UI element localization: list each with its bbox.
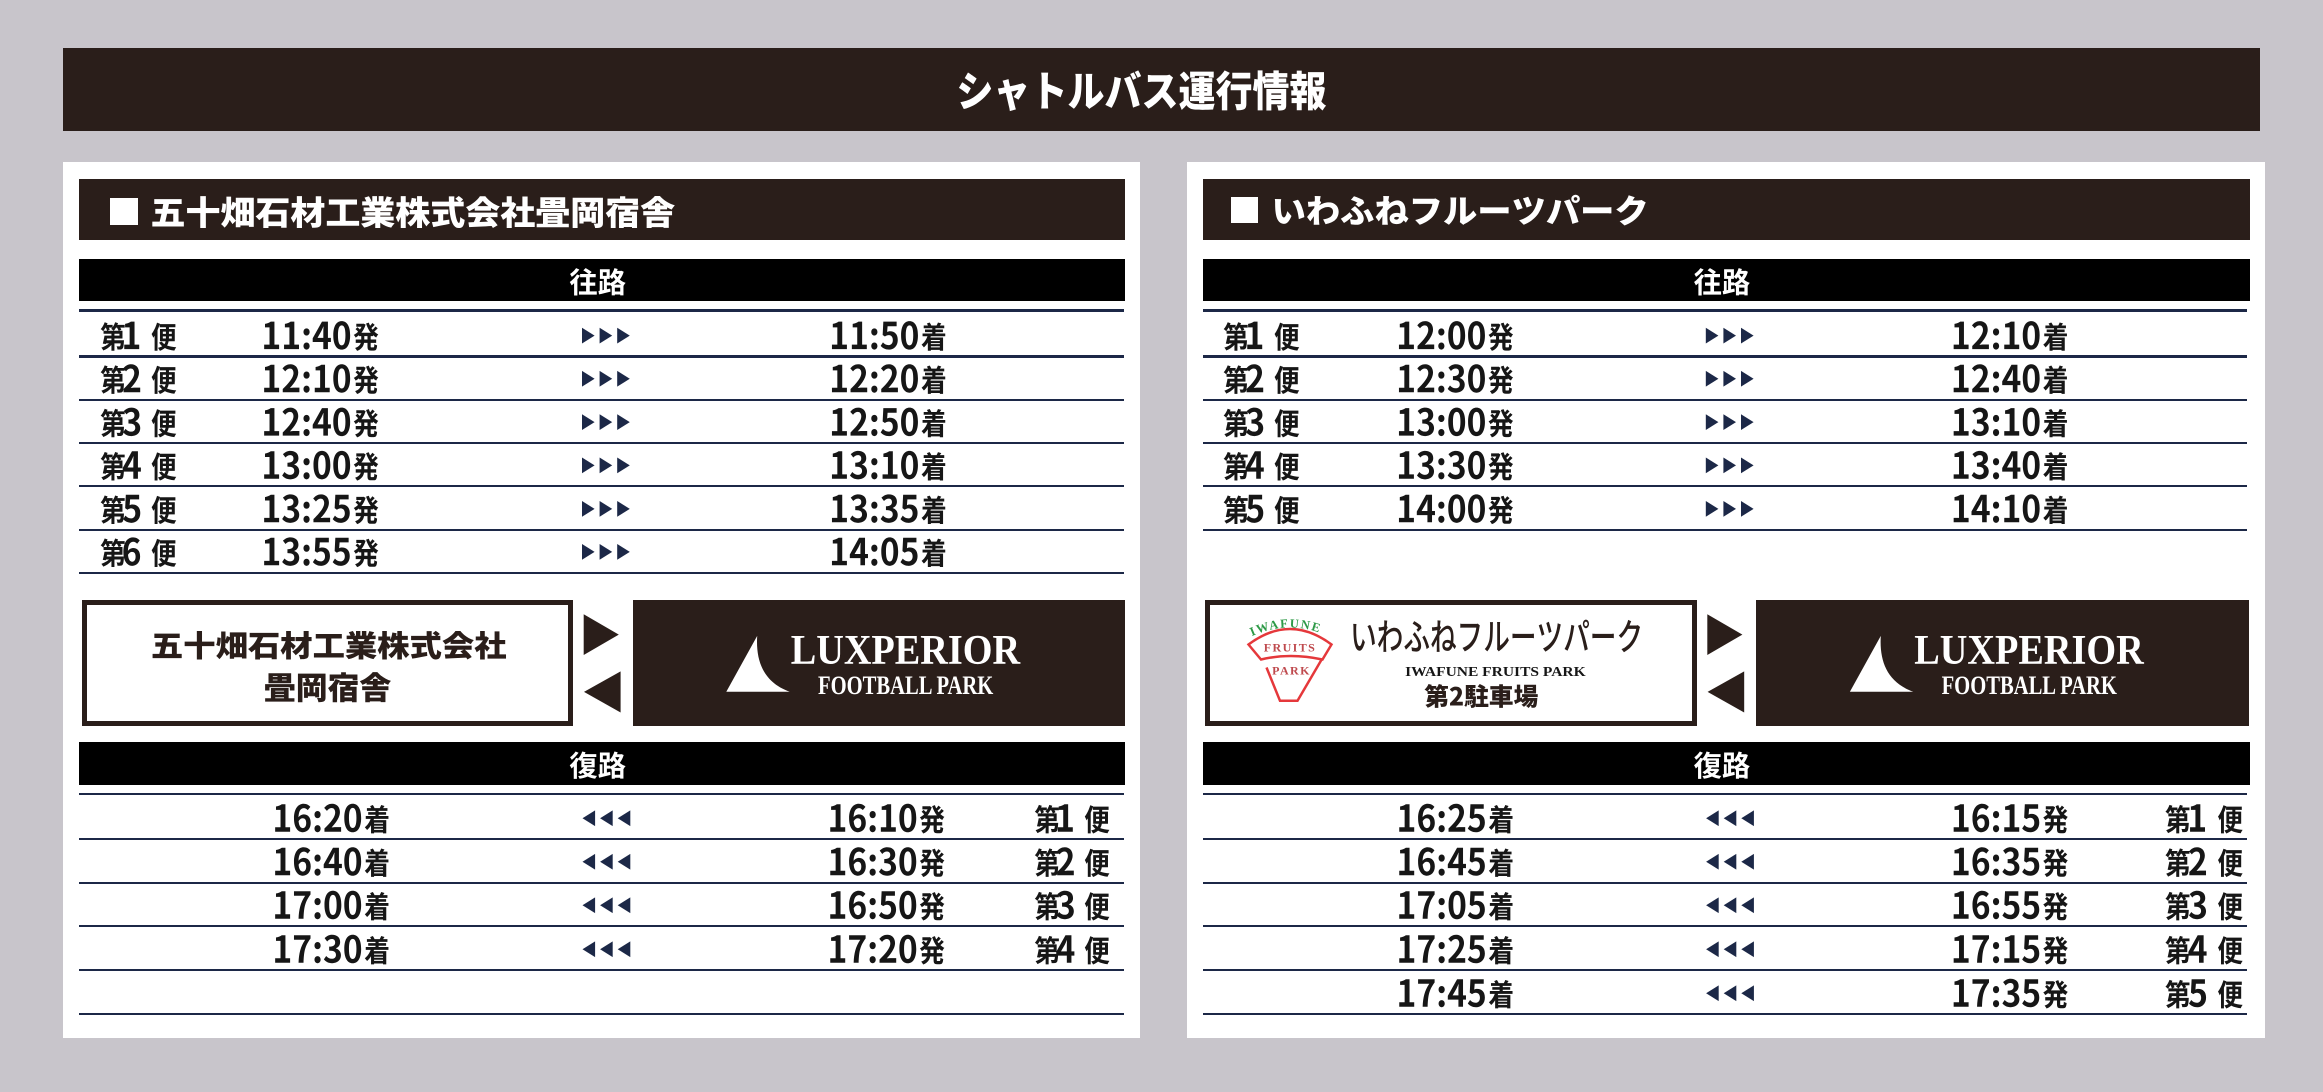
svg-text:LUXPERIOR: LUXPERIOR — [791, 627, 1021, 674]
svg-text:FRUITS: FRUITS — [1264, 641, 1316, 655]
svg-text:PARK: PARK — [1272, 664, 1311, 678]
svg-text:IWAFUNE FRUITS PARK: IWAFUNE FRUITS PARK — [1405, 665, 1586, 680]
svg-text:FOOTBALL PARK: FOOTBALL PARK — [1942, 670, 2118, 700]
svg-text:IWAFUNE: IWAFUNE — [1248, 616, 1324, 639]
svg-text:LUXPERIOR: LUXPERIOR — [1914, 627, 2144, 674]
svg-text:FOOTBALL PARK: FOOTBALL PARK — [818, 670, 994, 700]
